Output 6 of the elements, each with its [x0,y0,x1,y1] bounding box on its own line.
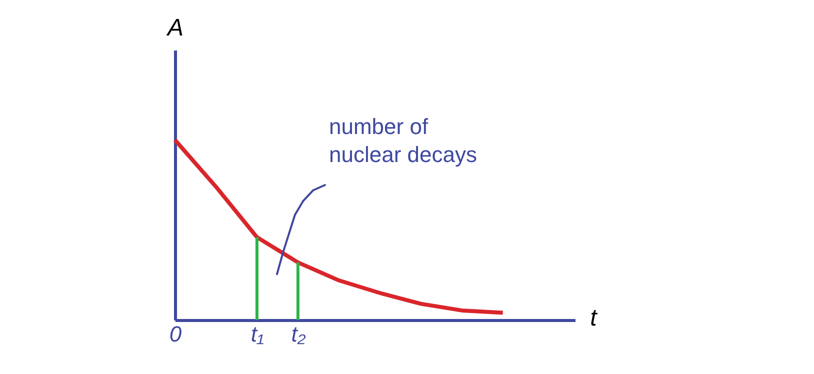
x-tick-label: t₁ [250,322,264,346]
annotation: number of nuclear decays [329,114,477,168]
x-axis-title: t [590,304,598,332]
x-tick-label: 0 [169,322,182,346]
x-tick-label: t₂ [291,322,306,346]
y-axis-title: A [165,14,184,42]
